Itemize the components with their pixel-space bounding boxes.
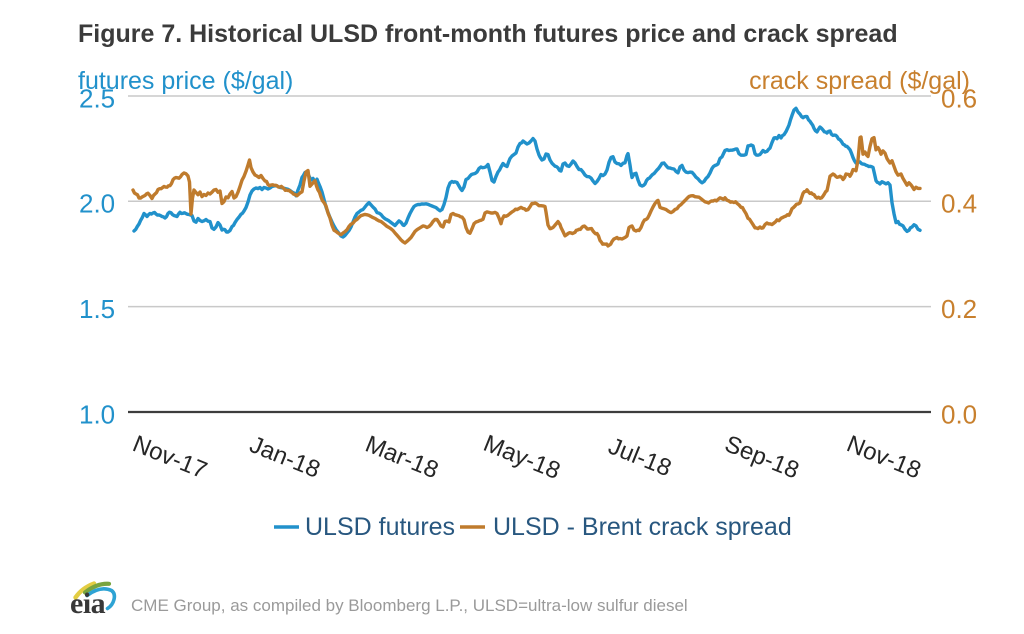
svg-text:2.0: 2.0	[79, 189, 115, 219]
svg-text:ULSD - Brent crack spread: ULSD - Brent crack spread	[493, 513, 792, 541]
svg-text:futures price ($/gal): futures price ($/gal)	[78, 67, 293, 95]
svg-text:0.4: 0.4	[941, 189, 977, 219]
svg-text:CME Group, as compiled by Bloo: CME Group, as compiled by Bloomberg L.P.…	[131, 596, 688, 615]
svg-text:0.6: 0.6	[941, 83, 977, 113]
svg-text:1.0: 1.0	[79, 399, 115, 429]
svg-text:crack spread ($/gal): crack spread ($/gal)	[749, 67, 970, 95]
svg-text:Figure 7. Historical ULSD fron: Figure 7. Historical ULSD front-month fu…	[78, 20, 898, 48]
svg-text:2.5: 2.5	[79, 83, 115, 113]
svg-text:0.2: 0.2	[941, 294, 977, 324]
svg-text:ULSD futures: ULSD futures	[305, 513, 455, 541]
svg-text:eia: eia	[70, 587, 106, 620]
svg-text:1.5: 1.5	[79, 294, 115, 324]
svg-text:0.0: 0.0	[941, 399, 977, 429]
